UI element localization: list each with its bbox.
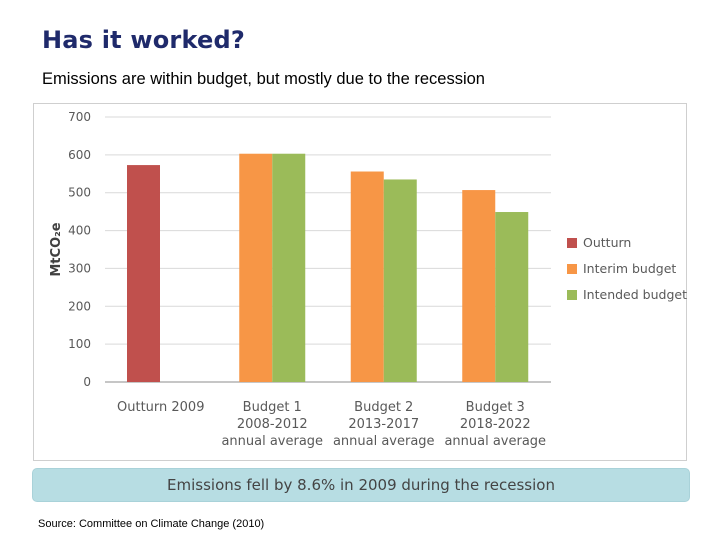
x-tick-label: Budget 1 (243, 400, 302, 415)
y-tick-label: 300 (68, 261, 91, 275)
bar-interim-budget-3 (462, 190, 496, 382)
y-axis-label: MtCO₂e (49, 222, 64, 276)
x-tick-label: annual average (444, 434, 546, 449)
bar-interim-budget-2 (350, 171, 384, 382)
bar-interim-budget-1 (239, 153, 273, 382)
bar-outturn-0 (127, 165, 160, 382)
x-tick-label: Budget 2 (354, 400, 413, 415)
banner-text: Emissions fell by 8.6% in 2009 during th… (167, 476, 555, 494)
bar-intended-budget-1 (272, 153, 306, 382)
x-tick-label: annual average (333, 434, 435, 449)
legend-label: Intended budget (583, 287, 687, 302)
legend-swatch-outturn (567, 238, 577, 248)
x-tick-label: 2018-2022 (460, 417, 531, 432)
legend-label: Interim budget (583, 261, 676, 276)
legend-label: Outturn (583, 235, 631, 250)
y-tick-label: 600 (68, 148, 91, 162)
y-tick-label: 100 (68, 337, 91, 351)
y-tick-label: 700 (68, 110, 91, 124)
legend-swatch-intended-budget (567, 290, 577, 300)
y-tick-label: 200 (68, 299, 91, 313)
page-title: Has it worked? (42, 26, 245, 54)
bar-intended-budget-3 (495, 212, 529, 382)
legend-swatch-interim-budget (567, 264, 577, 274)
source-note: Source: Committee on Climate Change (201… (38, 518, 265, 530)
bar-intended-budget-2 (383, 179, 417, 382)
x-tick-label: annual average (221, 434, 323, 449)
recession-banner: Emissions fell by 8.6% in 2009 during th… (32, 468, 690, 502)
x-tick-label: 2013-2017 (348, 417, 419, 432)
y-tick-label: 0 (83, 375, 91, 389)
x-tick-label: Outturn 2009 (117, 400, 204, 415)
x-tick-label: Budget 3 (466, 400, 525, 415)
x-tick-label: 2008-2012 (237, 417, 308, 432)
y-tick-label: 500 (68, 186, 91, 200)
y-tick-label: 400 (68, 224, 91, 238)
emissions-bar-chart: 0 100 200 300 400 500 600 700 MtCO₂e Outturn 2009… (49, 110, 687, 449)
page-subtitle: Emissions are within budget, but mostly … (42, 70, 485, 88)
